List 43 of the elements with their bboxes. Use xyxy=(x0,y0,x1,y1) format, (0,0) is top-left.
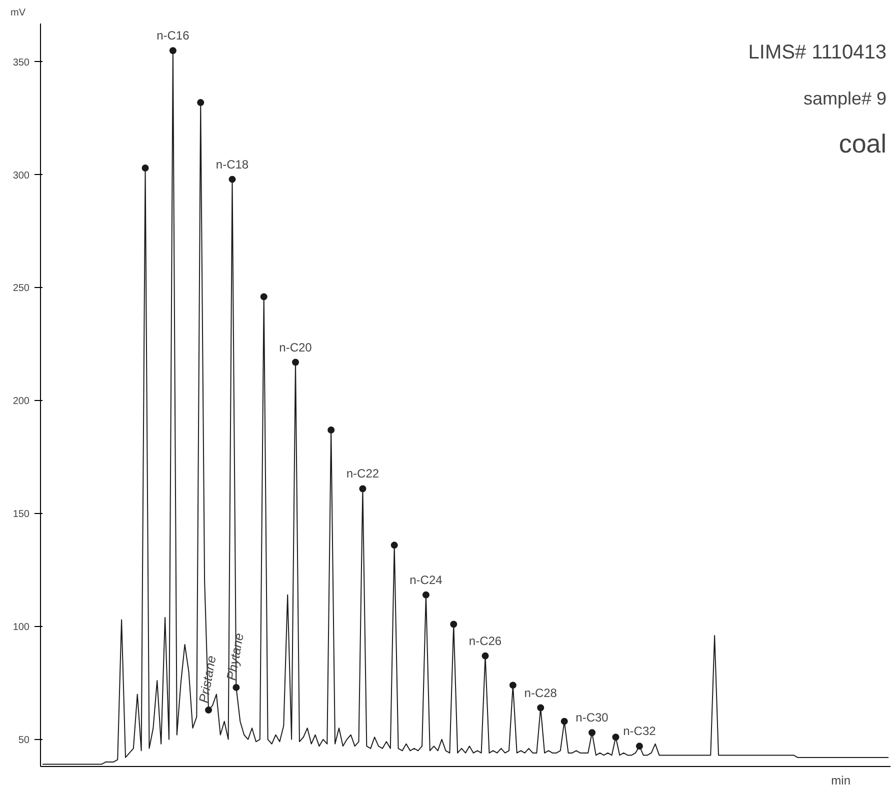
point xyxy=(450,620,458,628)
annotation: n-C28 xyxy=(524,686,558,700)
point xyxy=(328,426,335,434)
point xyxy=(232,684,240,691)
point xyxy=(260,293,268,300)
annotation: n-C32 xyxy=(623,724,656,738)
point xyxy=(390,542,398,549)
point xyxy=(560,718,568,725)
annotation: n-C20 xyxy=(279,340,312,354)
annotation: coal xyxy=(838,128,887,158)
point xyxy=(422,591,430,598)
annotation: Phytane xyxy=(223,632,246,682)
point xyxy=(636,742,643,750)
annotation: n-C16 xyxy=(156,28,190,43)
y-tick-label: 150 xyxy=(12,509,30,520)
point xyxy=(197,99,204,106)
annotation: n-C30 xyxy=(576,710,609,725)
point xyxy=(205,706,212,714)
point xyxy=(588,729,596,736)
y-tick-label: 50 xyxy=(18,734,30,746)
y-tick-label: 100 xyxy=(12,622,30,633)
point xyxy=(359,485,366,492)
point xyxy=(292,358,299,366)
annotation: n-C26 xyxy=(468,634,502,648)
x-axis-title: min xyxy=(831,774,851,788)
annotation: n-C22 xyxy=(346,466,380,481)
y-tick-label: 350 xyxy=(12,57,30,68)
y-tick-label: 250 xyxy=(12,283,30,294)
annotation: sample# 9 xyxy=(804,88,887,108)
annotation: n-C24 xyxy=(410,572,443,587)
y-axis-title: mV xyxy=(10,8,26,18)
point xyxy=(142,164,149,172)
point xyxy=(509,682,516,689)
point xyxy=(482,652,489,660)
annotation: n-C18 xyxy=(216,157,249,172)
point xyxy=(537,704,544,712)
point xyxy=(228,176,236,183)
annotation: Pristane xyxy=(196,654,219,704)
annotation: LIMS# 1110413 xyxy=(748,42,887,64)
point xyxy=(612,734,620,741)
y-tick-label: 200 xyxy=(12,396,30,408)
point xyxy=(169,47,176,54)
y-tick-label: 300 xyxy=(12,170,30,182)
